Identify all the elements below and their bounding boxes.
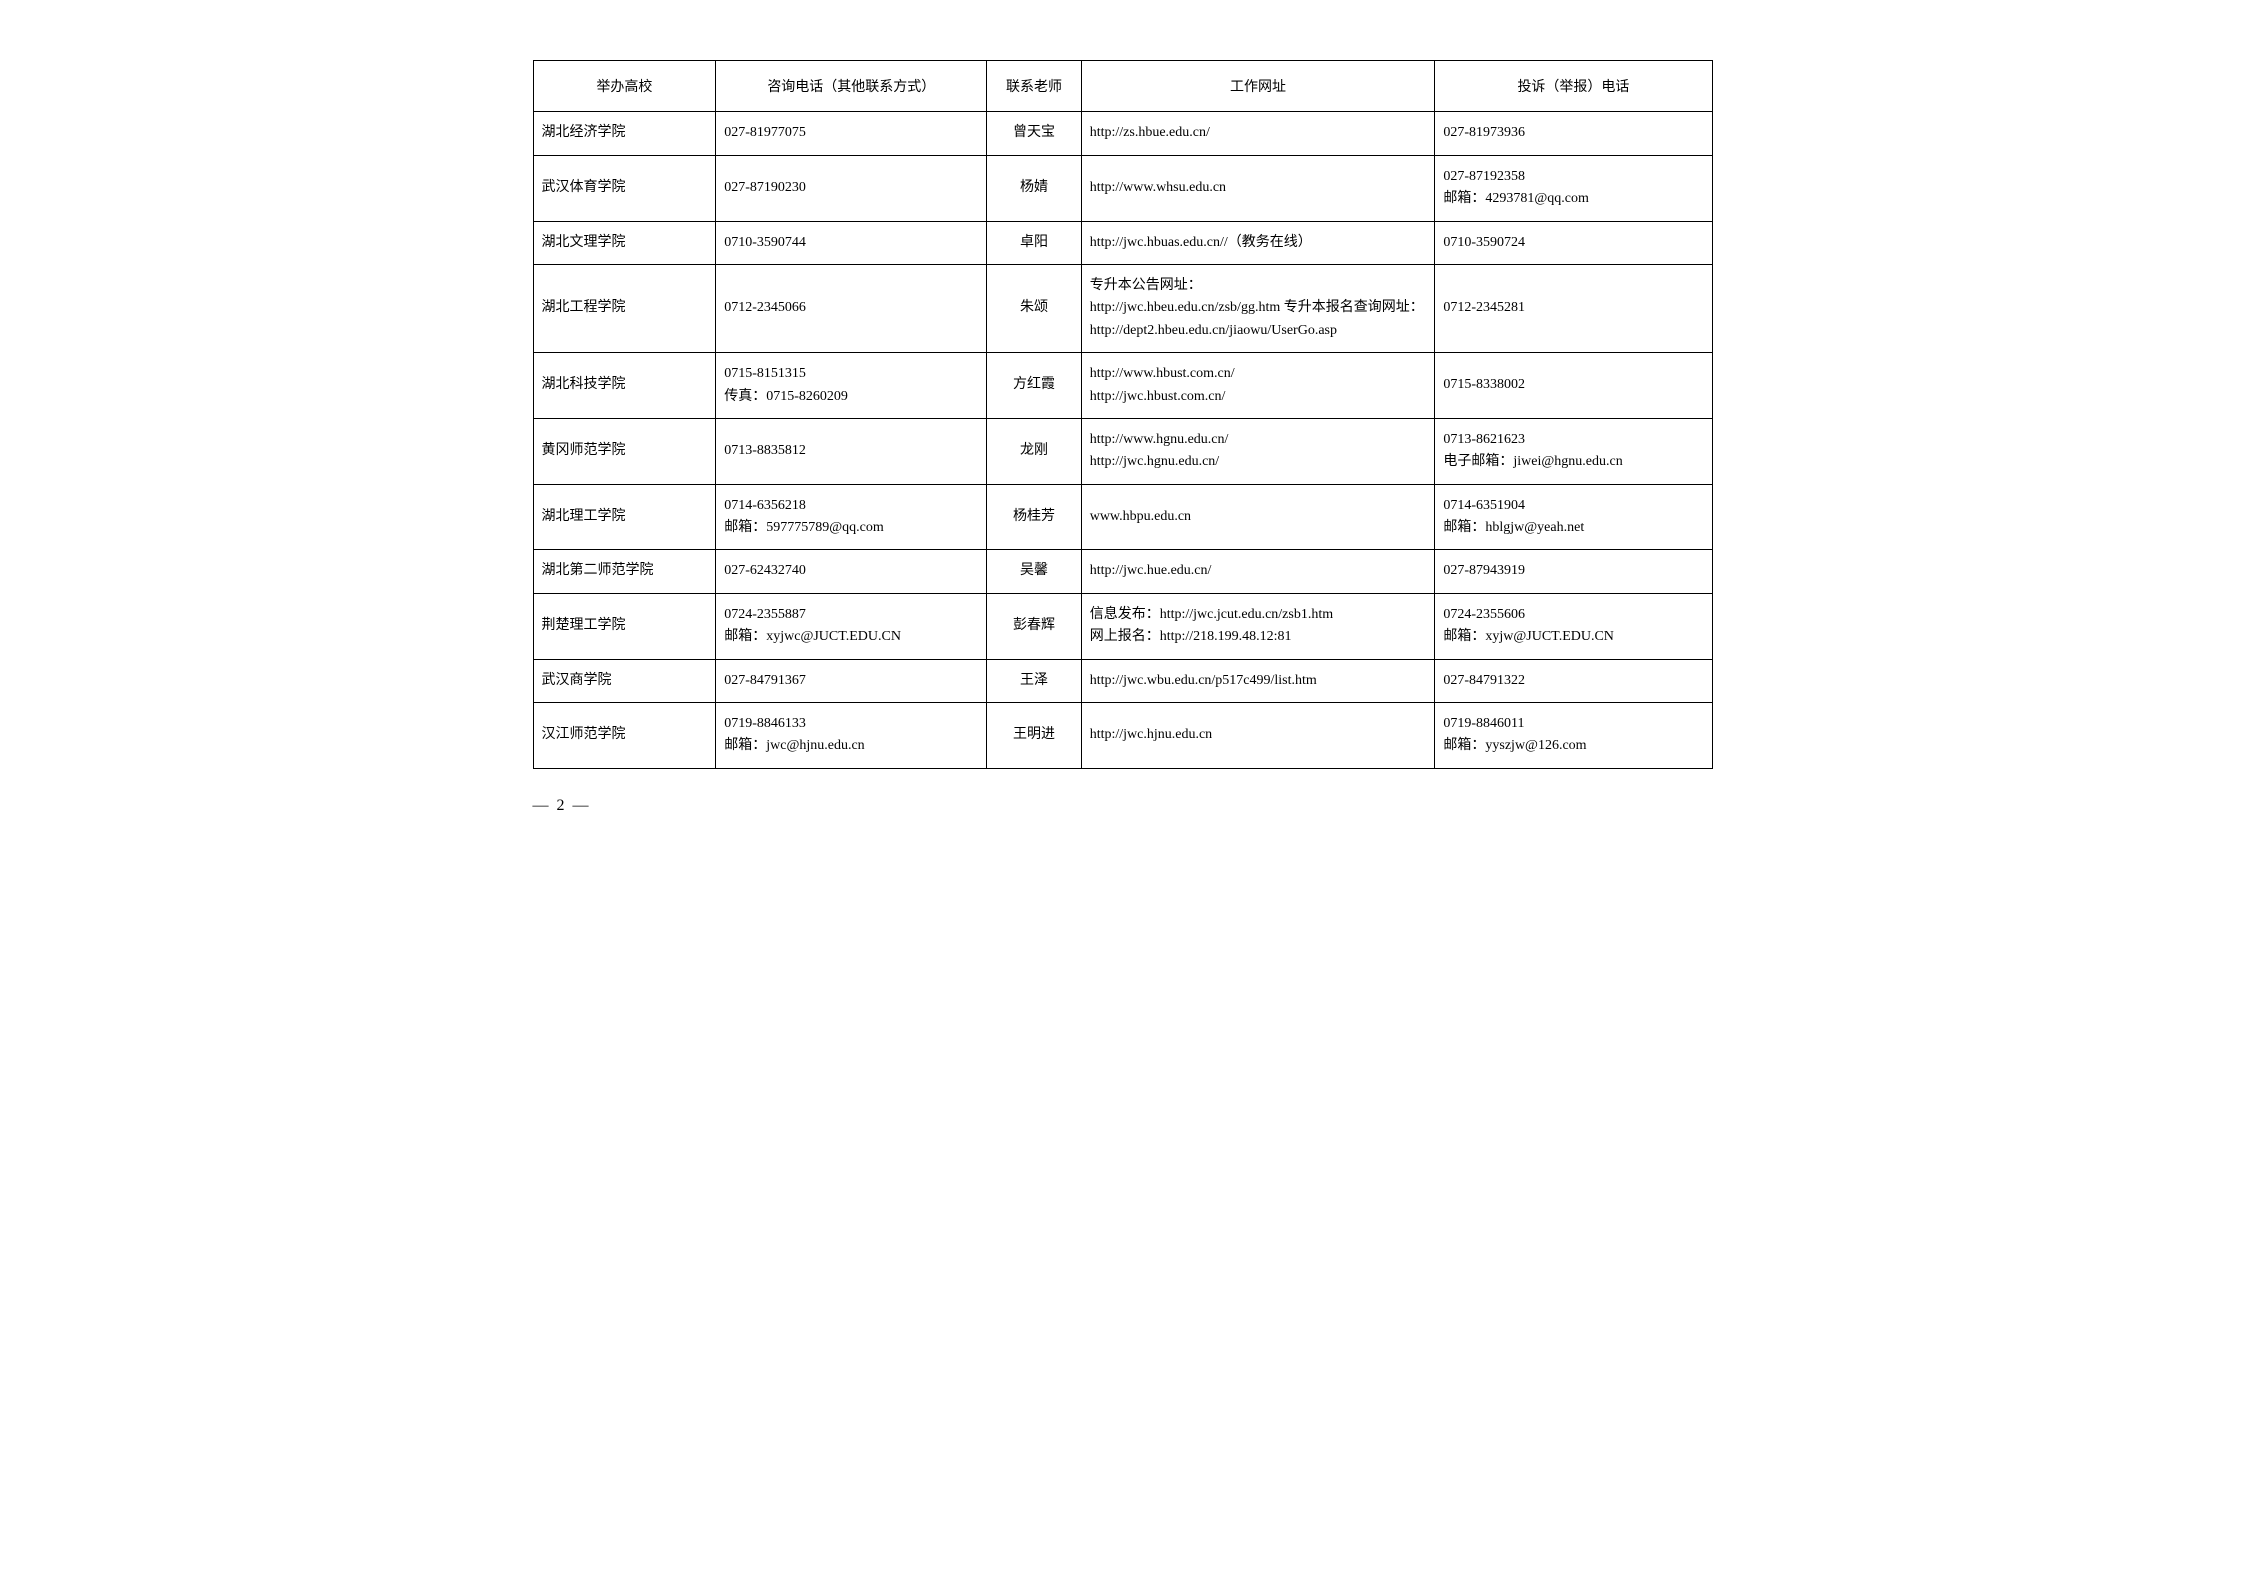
cell-school: 湖北经济学院 (533, 112, 716, 155)
cell-school: 湖北第二师范学院 (533, 550, 716, 593)
col-header-teacher: 联系老师 (987, 61, 1081, 112)
col-header-complaint: 投诉（举报）电话 (1435, 61, 1712, 112)
table-row: 武汉商学院 027-84791367 王泽 http://jwc.wbu.edu… (533, 659, 1712, 702)
page-container: 举办高校 咨询电话（其他联系方式） 联系老师 工作网址 投诉（举报）电话 湖北经… (533, 60, 1713, 815)
cell-teacher: 龙刚 (987, 418, 1081, 484)
cell-phone: 0714-6356218邮箱：597775789@qq.com (716, 484, 987, 550)
cell-complaint: 027-84791322 (1435, 659, 1712, 702)
table-row: 黄冈师范学院 0713-8835812 龙刚 http://www.hgnu.e… (533, 418, 1712, 484)
cell-url: http://www.whsu.edu.cn (1081, 155, 1435, 221)
cell-teacher: 朱颂 (987, 264, 1081, 352)
cell-complaint: 027-81973936 (1435, 112, 1712, 155)
cell-complaint: 0712-2345281 (1435, 264, 1712, 352)
cell-url: http://jwc.hue.edu.cn/ (1081, 550, 1435, 593)
cell-complaint: 027-87192358邮箱：4293781@qq.com (1435, 155, 1712, 221)
table-row: 武汉体育学院 027-87190230 杨婧 http://www.whsu.e… (533, 155, 1712, 221)
table-row: 湖北理工学院 0714-6356218邮箱：597775789@qq.com 杨… (533, 484, 1712, 550)
cell-url: http://zs.hbue.edu.cn/ (1081, 112, 1435, 155)
table-row: 荆楚理工学院 0724-2355887邮箱：xyjwc@JUCT.EDU.CN … (533, 593, 1712, 659)
cell-complaint: 0710-3590724 (1435, 221, 1712, 264)
cell-url: http://jwc.hbuas.edu.cn//（教务在线） (1081, 221, 1435, 264)
cell-url: 信息发布：http://jwc.jcut.edu.cn/zsb1.htm网上报名… (1081, 593, 1435, 659)
cell-school: 湖北工程学院 (533, 264, 716, 352)
cell-url: http://www.hbust.com.cn/http://jwc.hbust… (1081, 353, 1435, 419)
cell-phone: 027-84791367 (716, 659, 987, 702)
cell-complaint: 0724-2355606邮箱：xyjw@JUCT.EDU.CN (1435, 593, 1712, 659)
cell-phone: 0712-2345066 (716, 264, 987, 352)
cell-teacher: 彭春辉 (987, 593, 1081, 659)
cell-teacher: 卓阳 (987, 221, 1081, 264)
cell-school: 黄冈师范学院 (533, 418, 716, 484)
cell-teacher: 曾天宝 (987, 112, 1081, 155)
cell-school: 湖北科技学院 (533, 353, 716, 419)
cell-teacher: 吴馨 (987, 550, 1081, 593)
cell-phone: 027-62432740 (716, 550, 987, 593)
table-row: 汉江师范学院 0719-8846133邮箱：jwc@hjnu.edu.cn 王明… (533, 703, 1712, 769)
table-body: 湖北经济学院 027-81977075 曾天宝 http://zs.hbue.e… (533, 112, 1712, 768)
table-row: 湖北文理学院 0710-3590744 卓阳 http://jwc.hbuas.… (533, 221, 1712, 264)
cell-complaint: 027-87943919 (1435, 550, 1712, 593)
cell-complaint: 0714-6351904邮箱：hblgjw@yeah.net (1435, 484, 1712, 550)
table-row: 湖北科技学院 0715-8151315传真：0715-8260209 方红霞 h… (533, 353, 1712, 419)
cell-url: www.hbpu.edu.cn (1081, 484, 1435, 550)
cell-phone: 0715-8151315传真：0715-8260209 (716, 353, 987, 419)
cell-phone: 0719-8846133邮箱：jwc@hjnu.edu.cn (716, 703, 987, 769)
cell-school: 武汉体育学院 (533, 155, 716, 221)
cell-phone: 027-87190230 (716, 155, 987, 221)
cell-school: 荆楚理工学院 (533, 593, 716, 659)
cell-teacher: 方红霞 (987, 353, 1081, 419)
cell-teacher: 杨桂芳 (987, 484, 1081, 550)
cell-url: 专升本公告网址：http://jwc.hbeu.edu.cn/zsb/gg.ht… (1081, 264, 1435, 352)
col-header-phone: 咨询电话（其他联系方式） (716, 61, 987, 112)
col-header-school: 举办高校 (533, 61, 716, 112)
cell-school: 湖北理工学院 (533, 484, 716, 550)
cell-school: 武汉商学院 (533, 659, 716, 702)
cell-school: 汉江师范学院 (533, 703, 716, 769)
cell-url: http://jwc.wbu.edu.cn/p517c499/list.htm (1081, 659, 1435, 702)
cell-complaint: 0715-8338002 (1435, 353, 1712, 419)
col-header-url: 工作网址 (1081, 61, 1435, 112)
cell-phone: 0713-8835812 (716, 418, 987, 484)
cell-phone: 027-81977075 (716, 112, 987, 155)
table-header: 举办高校 咨询电话（其他联系方式） 联系老师 工作网址 投诉（举报）电话 (533, 61, 1712, 112)
page-number: — 2 — (533, 797, 1713, 815)
table-row: 湖北工程学院 0712-2345066 朱颂 专升本公告网址：http://jw… (533, 264, 1712, 352)
cell-phone: 0710-3590744 (716, 221, 987, 264)
table-row: 湖北经济学院 027-81977075 曾天宝 http://zs.hbue.e… (533, 112, 1712, 155)
cell-complaint: 0719-8846011邮箱：yyszjw@126.com (1435, 703, 1712, 769)
cell-url: http://www.hgnu.edu.cn/http://jwc.hgnu.e… (1081, 418, 1435, 484)
cell-school: 湖北文理学院 (533, 221, 716, 264)
table-row: 湖北第二师范学院 027-62432740 吴馨 http://jwc.hue.… (533, 550, 1712, 593)
cell-teacher: 杨婧 (987, 155, 1081, 221)
cell-teacher: 王明进 (987, 703, 1081, 769)
cell-url: http://jwc.hjnu.edu.cn (1081, 703, 1435, 769)
contact-table: 举办高校 咨询电话（其他联系方式） 联系老师 工作网址 投诉（举报）电话 湖北经… (533, 60, 1713, 769)
cell-phone: 0724-2355887邮箱：xyjwc@JUCT.EDU.CN (716, 593, 987, 659)
cell-complaint: 0713-8621623电子邮箱：jiwei@hgnu.edu.cn (1435, 418, 1712, 484)
cell-teacher: 王泽 (987, 659, 1081, 702)
table-header-row: 举办高校 咨询电话（其他联系方式） 联系老师 工作网址 投诉（举报）电话 (533, 61, 1712, 112)
